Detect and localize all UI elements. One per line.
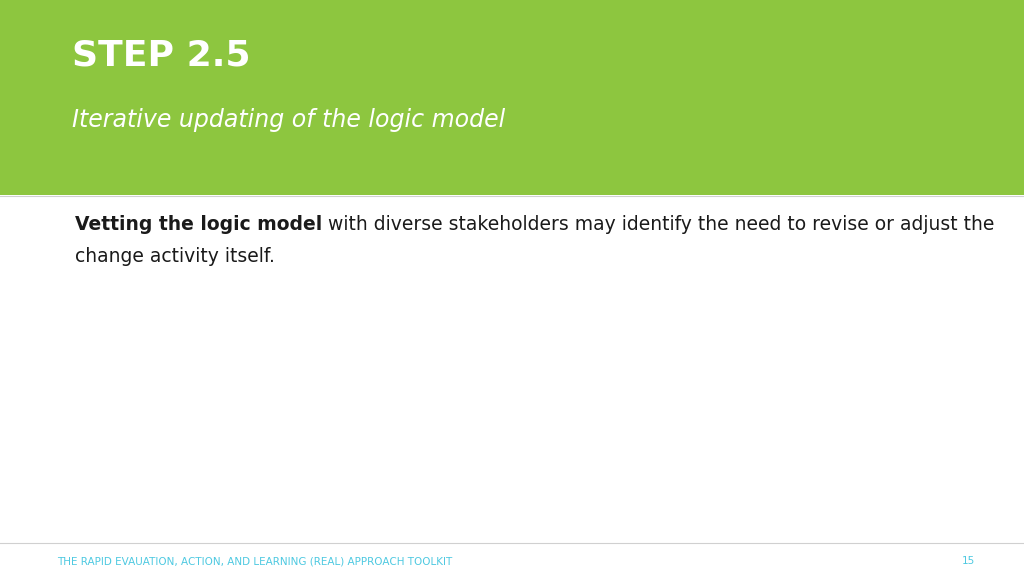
Text: 15: 15 bbox=[962, 556, 975, 566]
Text: with diverse stakeholders may identify the need to revise or adjust the: with diverse stakeholders may identify t… bbox=[323, 215, 994, 234]
Text: THE RAPID EVAUATION, ACTION, AND LEARNING (REAL) APPROACH TOOLKIT: THE RAPID EVAUATION, ACTION, AND LEARNIN… bbox=[57, 556, 453, 566]
Bar bbox=[0, 0, 1024, 195]
Text: Iterative updating of the logic model: Iterative updating of the logic model bbox=[72, 108, 505, 132]
Text: change activity itself.: change activity itself. bbox=[75, 247, 274, 266]
Text: Vetting the logic model: Vetting the logic model bbox=[75, 215, 323, 234]
Text: STEP 2.5: STEP 2.5 bbox=[72, 38, 251, 72]
